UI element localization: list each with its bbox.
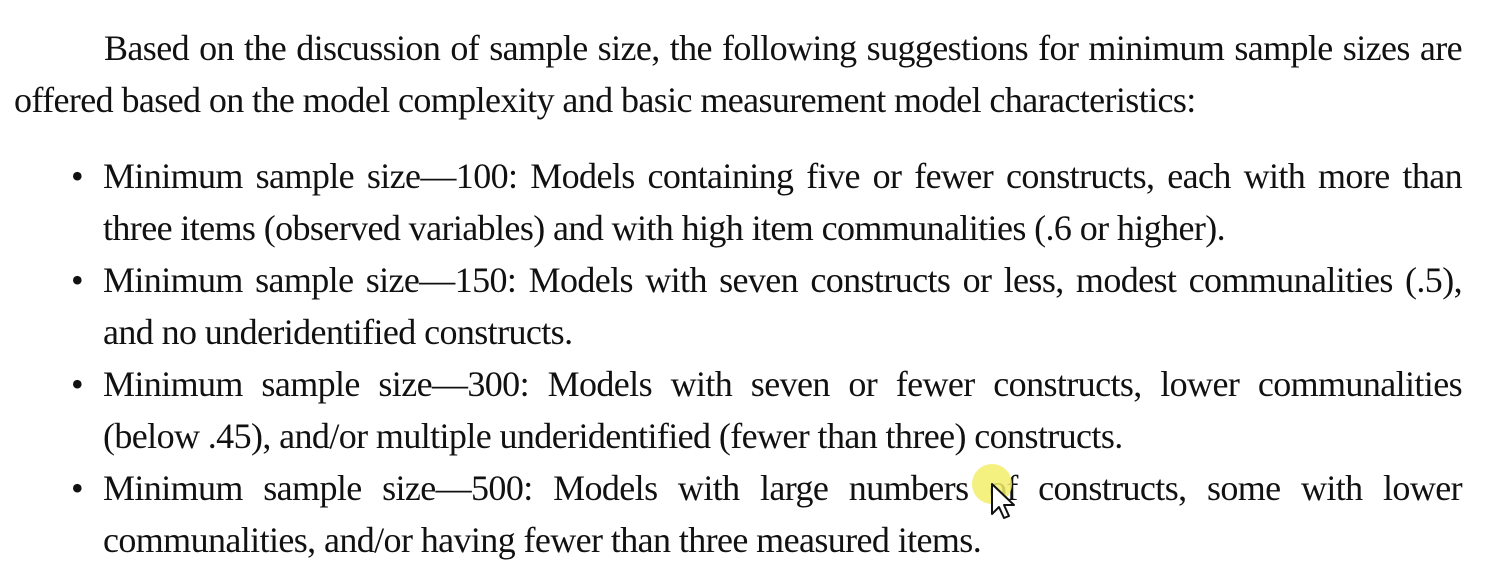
list-item-text: Minimum sample size—150: Models with sev…	[103, 260, 1463, 352]
sample-size-list: • Minimum sample size—100: Models contai…	[14, 150, 1463, 566]
list-item: • Minimum sample size—150: Models with s…	[14, 254, 1463, 358]
mouse-pointer-icon	[972, 464, 1015, 519]
list-item-text: Minimum sample size—100: Models containi…	[103, 156, 1463, 248]
list-item: • Minimum sample size—100: Models contai…	[14, 150, 1463, 254]
bullet-icon: •	[71, 156, 84, 196]
list-item: • Minimum sample size—300: Models with s…	[14, 358, 1463, 462]
list-item-text: Minimum sample size—300: Models with sev…	[103, 364, 1463, 456]
list-item: • Minimum sample size—500: Models with l…	[14, 462, 1463, 566]
bullet-icon: •	[71, 364, 84, 404]
intro-paragraph: Based on the discussion of sample size, …	[14, 28, 1463, 120]
list-item-text: Minimum sample size—500: Models with lar…	[103, 468, 1463, 560]
bullet-icon: •	[71, 260, 84, 300]
bullet-icon: •	[71, 468, 84, 508]
